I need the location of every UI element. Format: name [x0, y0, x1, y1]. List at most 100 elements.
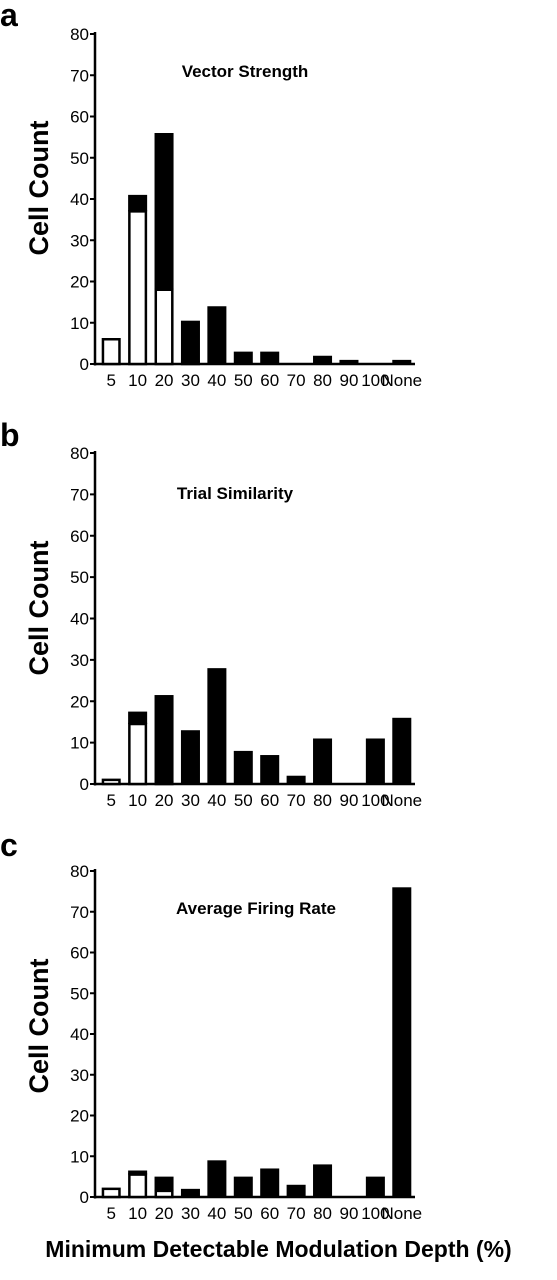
x-tick-label: None: [381, 371, 422, 390]
x-tick-label: 90: [339, 791, 358, 810]
y-tick-label: 20: [70, 273, 89, 292]
panel-b: b Cell Count Trial Similarity 0 10 20 30 40 5…: [0, 417, 422, 810]
x-tick-label: 40: [207, 1204, 226, 1223]
y-tick-label: 70: [70, 485, 89, 504]
bar-segment-black: [128, 1170, 148, 1175]
bar-segment-black: [286, 775, 306, 784]
x-tick-label: 60: [260, 371, 279, 390]
x-tick-label: 20: [155, 791, 174, 810]
bar-segment-black: [154, 1176, 174, 1191]
y-tick-label: 50: [70, 149, 89, 168]
bar-segment-black: [313, 1164, 333, 1197]
x-tick-label: 70: [287, 1204, 306, 1223]
y-tick-label: 40: [70, 190, 89, 209]
bar-segment-black: [233, 1176, 253, 1197]
x-tick-label: 40: [207, 371, 226, 390]
bar-segment-black: [313, 738, 333, 784]
panel-letter: c: [0, 827, 18, 863]
y-axis-label: Cell Count: [24, 541, 54, 676]
x-axis-label: Minimum Detectable Modulation Depth (%): [45, 1236, 512, 1262]
x-tick-label: 90: [339, 1204, 358, 1223]
y-tick-label: 80: [70, 25, 89, 44]
x-tick-label: 5: [106, 371, 115, 390]
x-tick-label: 100: [361, 371, 389, 390]
y-tick-label: 30: [70, 1066, 89, 1085]
x-tick-label: 5: [106, 791, 115, 810]
y-axis-label: Cell Count: [24, 121, 54, 256]
y-tick-label: 70: [70, 903, 89, 922]
bar-segment-black: [207, 306, 227, 364]
x-tick-label: 10: [128, 791, 147, 810]
bar-segment-white: [180, 360, 200, 366]
x-tick-label: 50: [234, 371, 253, 390]
y-tick-label: 30: [70, 231, 89, 250]
x-tick-label: 100: [361, 791, 389, 810]
bar-segment-black: [180, 730, 200, 784]
x-tick-label: 30: [181, 371, 200, 390]
x-tick-label: 70: [287, 371, 306, 390]
x-tick-label: 80: [313, 791, 332, 810]
y-tick-label: 40: [70, 610, 89, 629]
y-tick-label: 70: [70, 66, 89, 85]
bar-segment-black: [180, 1188, 200, 1197]
y-tick-label: 80: [70, 862, 89, 881]
bar-segment-white: [101, 778, 121, 786]
x-tick-label: 60: [260, 791, 279, 810]
bar-segment-black: [339, 359, 359, 364]
panel-letter: b: [0, 417, 20, 453]
bar-segment-black: [207, 668, 227, 784]
bar-segment-white: [128, 1173, 148, 1199]
panel-a: a Cell Count Vector Strength 0 10 20 30 40 50…: [0, 0, 422, 390]
bar-segment-black: [180, 320, 200, 362]
y-tick-label: 20: [70, 1107, 89, 1126]
x-tick-label: 20: [155, 1204, 174, 1223]
bar-segment-black: [286, 1184, 306, 1197]
x-tick-label: 30: [181, 791, 200, 810]
y-tick-label: 60: [70, 527, 89, 546]
x-tick-label: 50: [234, 791, 253, 810]
bar-segment-white: [101, 338, 121, 366]
x-tick-label: None: [381, 791, 422, 810]
bar-segment-black: [365, 1176, 385, 1197]
chart-title: Vector Strength: [182, 62, 309, 81]
x-tick-label: 80: [313, 371, 332, 390]
y-axis-label: Cell Count: [24, 959, 54, 1094]
y-tick-label: 40: [70, 1025, 89, 1044]
x-tick-label: 100: [361, 1204, 389, 1223]
y-tick-label: 0: [80, 775, 89, 794]
y-tick-label: 80: [70, 444, 89, 463]
bar-segment-black: [154, 695, 174, 782]
x-tick-label: 20: [155, 371, 174, 390]
x-tick-label: 30: [181, 1204, 200, 1223]
x-tick-label: None: [381, 1204, 422, 1223]
bar-segment-black: [207, 1160, 227, 1197]
y-tick-label: 30: [70, 651, 89, 670]
bar-segment-black: [365, 738, 385, 784]
y-tick-label: 60: [70, 944, 89, 963]
bar-segment-black: [154, 133, 174, 290]
y-tick-label: 10: [70, 314, 89, 333]
y-tick-label: 10: [70, 734, 89, 753]
panel-c: c Cell Count Average Firing Rate 0 10 20 30…: [0, 827, 422, 1223]
bar-segment-black: [128, 194, 148, 212]
bar-segment-black: [260, 755, 280, 784]
x-tick-label: 70: [287, 791, 306, 810]
x-tick-label: 10: [128, 371, 147, 390]
bar-segment-white: [154, 288, 174, 366]
x-tick-label: 10: [128, 1204, 147, 1223]
bar-segment-black: [233, 351, 253, 364]
bar-segment-white: [128, 722, 148, 786]
bar-segment-black: [260, 351, 280, 364]
panel-letter: a: [0, 0, 18, 33]
bar-segment-black: [233, 750, 253, 784]
chart-title: Trial Similarity: [177, 484, 294, 503]
y-tick-label: 0: [80, 355, 89, 374]
y-tick-label: 50: [70, 568, 89, 587]
bar-segment-black: [128, 711, 148, 725]
y-tick-label: 10: [70, 1147, 89, 1166]
x-tick-label: 80: [313, 1204, 332, 1223]
x-tick-label: 60: [260, 1204, 279, 1223]
chart-title: Average Firing Rate: [176, 899, 336, 918]
bar-segment-black: [392, 359, 412, 364]
